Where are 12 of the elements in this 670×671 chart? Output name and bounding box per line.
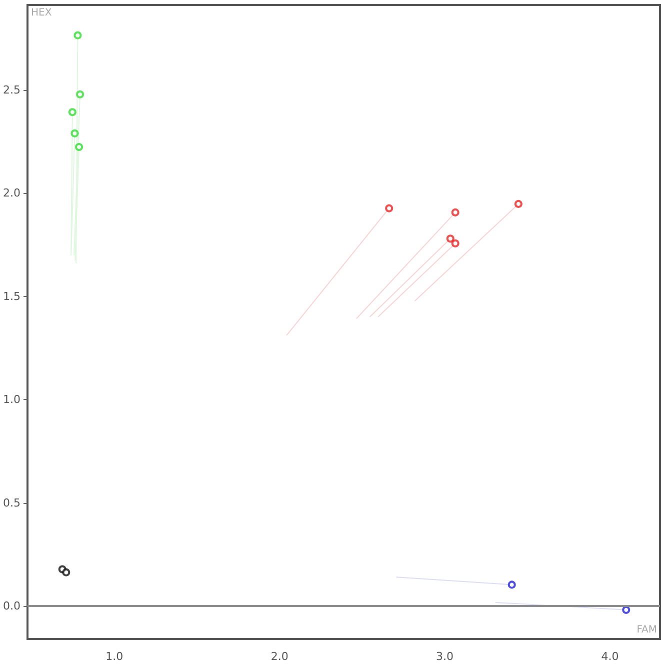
y-tick-label: 0.0	[2, 599, 20, 612]
x-tick-label: 3.0	[436, 650, 454, 663]
x-tick-label: 2.0	[270, 650, 288, 663]
y-tick-label: 2.0	[2, 186, 20, 200]
x-tick-label: 1.0	[106, 650, 124, 663]
y-tick-label: 1.0	[2, 393, 20, 406]
y-tick-label: 2.5	[2, 84, 20, 97]
y-tick-label: 1.5	[2, 290, 20, 303]
x-axis-title: FAM	[636, 624, 658, 636]
x-tick-label: 4.0	[601, 650, 619, 663]
y-tick-label: 0.5	[2, 496, 20, 510]
y-axis-title: HEX	[31, 8, 52, 18]
